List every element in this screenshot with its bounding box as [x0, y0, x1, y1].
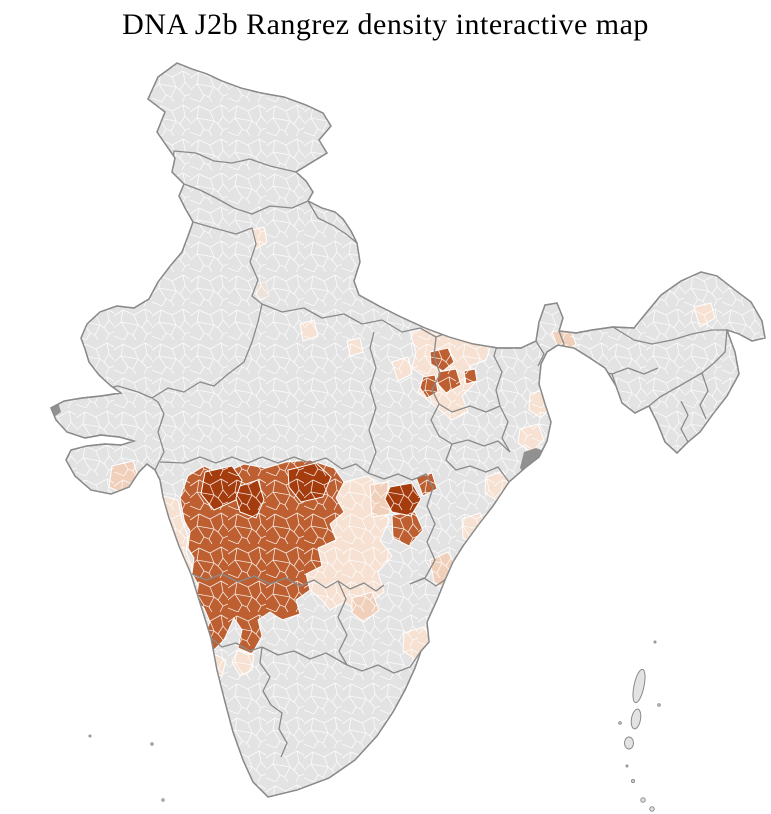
- island[interactable]: [625, 764, 629, 768]
- island[interactable]: [631, 779, 635, 783]
- island[interactable]: [618, 721, 622, 725]
- district-region[interactable]: [467, 299, 487, 319]
- island[interactable]: [630, 708, 642, 730]
- island[interactable]: [649, 806, 655, 812]
- lakshadweep-islands[interactable]: [88, 734, 165, 802]
- district-region[interactable]: [463, 368, 478, 385]
- island[interactable]: [150, 742, 154, 746]
- island[interactable]: [657, 703, 661, 707]
- india-landmass[interactable]: [50, 62, 766, 798]
- andaman-nicobar-islands[interactable]: [618, 640, 661, 812]
- island[interactable]: [624, 736, 634, 750]
- island[interactable]: [88, 734, 92, 738]
- island[interactable]: [161, 798, 165, 802]
- island[interactable]: [631, 668, 648, 704]
- island[interactable]: [640, 797, 646, 803]
- sundarbans-estuary: [520, 448, 548, 478]
- island[interactable]: [653, 640, 657, 644]
